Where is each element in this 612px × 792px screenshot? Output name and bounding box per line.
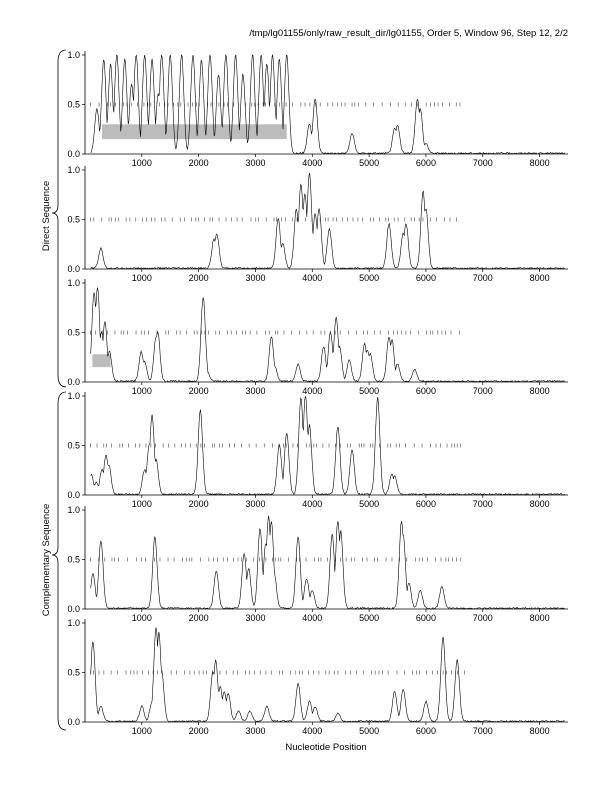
y-tick-label: 1.0 <box>67 505 80 515</box>
y-tick-label: 1.0 <box>67 618 80 628</box>
x-tick-label: 7000 <box>473 386 493 396</box>
x-tick-label: 8000 <box>530 499 550 509</box>
x-tick-label: 1000 <box>132 273 152 283</box>
x-tick-label: 2000 <box>189 273 209 283</box>
panel-4: 0.0 0.5 1.0 1000 2000 3000 4000 5000 6000 7000 800… <box>67 391 568 509</box>
sequence-trace <box>90 627 565 723</box>
sequence-trace <box>90 515 565 610</box>
y-tick-label: 0.5 <box>67 441 80 451</box>
x-tick-label: 4000 <box>302 613 322 623</box>
x-tick-label: 5000 <box>359 386 379 396</box>
y-tick-label: 0.0 <box>67 490 80 500</box>
x-tick-label: 4000 <box>302 273 322 283</box>
x-tick-label: 2000 <box>189 386 209 396</box>
y-tick-label: 0.0 <box>67 264 80 274</box>
x-tick-label: 6000 <box>416 386 436 396</box>
x-tick-label: 8000 <box>530 386 550 396</box>
x-tick-label: 4000 <box>302 158 322 168</box>
x-tick-label: 3000 <box>245 499 265 509</box>
x-tick-label: 7000 <box>473 613 493 623</box>
y-tick-label: 0.0 <box>67 604 80 614</box>
x-tick-label: 7000 <box>473 726 493 736</box>
x-tick-label: 4000 <box>302 726 322 736</box>
y-tick-label: 0.0 <box>67 717 80 727</box>
y-tick-label: 0.5 <box>67 215 80 225</box>
x-tick-label: 1000 <box>132 386 152 396</box>
x-tick-label: 6000 <box>416 726 436 736</box>
y-tick-label: 1.0 <box>67 165 80 175</box>
x-tick-label: 6000 <box>416 158 436 168</box>
x-tick-label: 6000 <box>416 613 436 623</box>
sequence-trace <box>90 287 565 383</box>
x-tick-label: 5000 <box>359 613 379 623</box>
x-tick-label: 2000 <box>189 613 209 623</box>
panel-1: 0.0 0.5 1.0 1000 2000 3000 4000 5000 6000 7000 800… <box>67 50 568 168</box>
x-tick-label: 1000 <box>132 613 152 623</box>
x-tick-label: 5000 <box>359 158 379 168</box>
x-tick-label: 7000 <box>473 158 493 168</box>
y-tick-label: 1.0 <box>67 391 80 401</box>
complementary-sequence-bracket <box>51 391 67 731</box>
x-tick-label: 3000 <box>245 273 265 283</box>
x-tick-label: 7000 <box>473 499 493 509</box>
complementary-sequence-label: Complementary Sequence <box>41 504 52 616</box>
panel-3: 0.0 0.5 1.0 1000 2000 3000 4000 5000 6000 7000 800… <box>67 278 568 396</box>
sequence-trace <box>90 172 565 270</box>
y-tick-label: 0.5 <box>67 100 80 110</box>
x-tick-label: 4000 <box>302 386 322 396</box>
x-tick-label: 8000 <box>530 273 550 283</box>
y-tick-label: 1.0 <box>67 50 80 60</box>
figure-title: /tmp/lg01155/only/raw_result_dir/lg01155… <box>249 28 568 39</box>
panel-5: 0.0 0.5 1.0 1000 2000 3000 4000 5000 6000 7000 800… <box>67 505 568 623</box>
x-tick-label: 1000 <box>132 499 152 509</box>
shaded-region <box>102 124 287 140</box>
x-tick-label: 5000 <box>359 499 379 509</box>
y-tick-label: 0.5 <box>67 668 80 678</box>
x-tick-label: 1000 <box>132 726 152 736</box>
panel-6: 0.0 0.5 1.0 1000 2000 3000 4000 5000 6000 7000 800… <box>67 618 568 736</box>
x-tick-label: 2000 <box>189 499 209 509</box>
x-tick-label: 3000 <box>245 158 265 168</box>
x-tick-label: 3000 <box>245 386 265 396</box>
x-tick-label: 6000 <box>416 499 436 509</box>
y-tick-label: 0.5 <box>67 555 80 565</box>
direct-sequence-label: Direct Sequence <box>41 181 52 251</box>
x-tick-label: 8000 <box>530 158 550 168</box>
sequence-trace <box>90 53 565 155</box>
panel-axes <box>84 506 568 610</box>
x-tick-label: 7000 <box>473 273 493 283</box>
y-tick-label: 1.0 <box>67 278 80 288</box>
x-tick-label: 6000 <box>416 273 436 283</box>
y-tick-label: 0.0 <box>67 377 80 387</box>
y-tick-label: 0.0 <box>67 149 80 159</box>
x-tick-label: 5000 <box>359 273 379 283</box>
sequence-trace <box>90 395 565 496</box>
x-tick-label: 2000 <box>189 158 209 168</box>
x-tick-label: 1000 <box>132 158 152 168</box>
x-tick-label: 8000 <box>530 726 550 736</box>
panel-axes <box>84 392 568 496</box>
panels-group: 0.0 0.5 1.0 1000 2000 3000 4000 5000 6000 7000 800… <box>67 50 568 736</box>
x-tick-label: 8000 <box>530 613 550 623</box>
x-tick-label: 3000 <box>245 613 265 623</box>
x-tick-label: 2000 <box>189 726 209 736</box>
x-axis-label: Nucleotide Position <box>285 742 366 753</box>
x-tick-label: 5000 <box>359 726 379 736</box>
x-tick-label: 4000 <box>302 499 322 509</box>
y-tick-label: 0.5 <box>67 328 80 338</box>
panel-2: 0.0 0.5 1.0 1000 2000 3000 4000 5000 6000 7000 800… <box>67 165 568 283</box>
shaded-region <box>92 354 111 368</box>
direct-sequence-bracket <box>51 49 67 388</box>
panel-axes <box>84 166 568 270</box>
x-tick-label: 3000 <box>245 726 265 736</box>
